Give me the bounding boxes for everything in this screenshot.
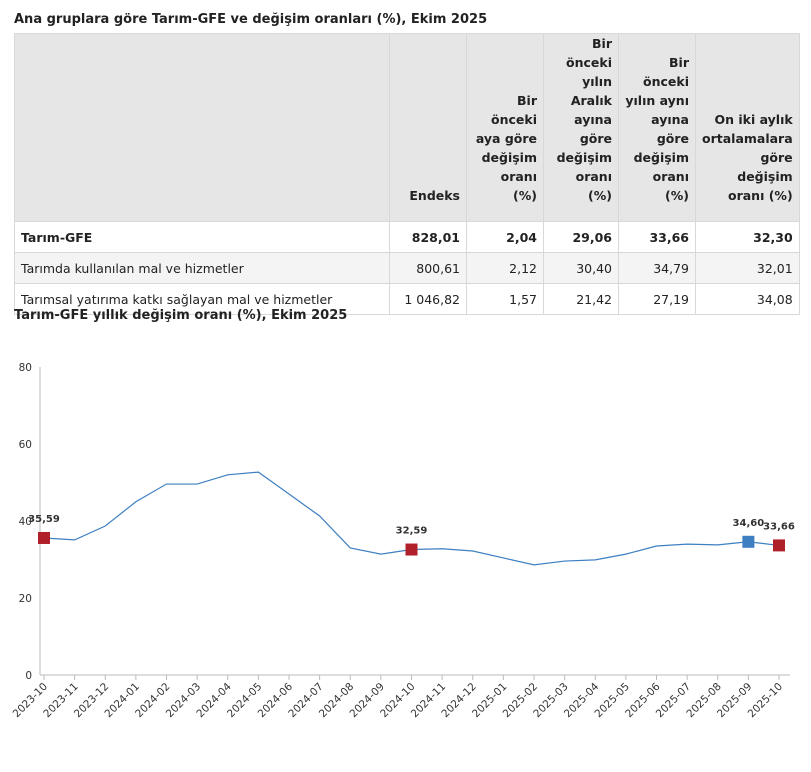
table-cell: 27,19 (618, 283, 696, 315)
table-cell: 828,01 (389, 221, 467, 253)
data-label: 33,66 (763, 521, 795, 532)
marker (405, 543, 418, 556)
header-cell: Endeks (389, 33, 467, 222)
header-cell: Bir önceki yılın Aralık ayına göre değiş… (543, 33, 619, 222)
table-cell: 32,01 (695, 252, 800, 284)
table-cell: 32,30 (695, 221, 800, 253)
table-row: Tarımda kullanılan mal ve hizmetler 800,6… (14, 252, 800, 284)
y-tick-label: 0 (25, 670, 32, 682)
marker (742, 535, 755, 548)
table-cell: 34,79 (618, 252, 696, 284)
y-tick-label: 20 (19, 593, 32, 605)
chart-title: Tarım-GFE yıllık değişim oranı (%), Ekim… (14, 308, 347, 323)
data-table: Endeks Bir önceki aya göre değişim oranı… (14, 33, 800, 315)
table-cell: 34,08 (695, 283, 800, 315)
data-label: 32,59 (396, 526, 428, 537)
y-tick-label: 60 (19, 439, 32, 451)
table-cell: 30,40 (543, 252, 619, 284)
marker (38, 531, 50, 544)
data-label: 35,59 (28, 514, 60, 525)
table-cell: Tarım-GFE (14, 221, 390, 253)
table-cell: 29,06 (543, 221, 619, 253)
table-row: Tarım-GFE 828,01 2,04 29,06 33,66 32,30 (14, 221, 800, 253)
y-tick-label: 80 (19, 362, 32, 374)
table-row: Tarımsal yatırıma katkı sağlayan mal ve … (14, 283, 800, 315)
table-cell: 33,66 (618, 221, 696, 253)
chart: Tarım-GFE yıllık değişim oranı (%), Ekim… (11, 308, 795, 720)
table-cell: Tarımsal yatırıma katkı sağlayan mal ve … (14, 283, 390, 315)
table-cell: 1,57 (466, 283, 544, 315)
table-title: Ana gruplara göre Tarım-GFE ve değişim o… (14, 12, 488, 27)
table-cell: Tarımda kullanılan mal ve hizmetler (14, 252, 390, 284)
header-cell: Bir önceki aya göre değişim oranı (%) (466, 33, 544, 222)
data-label: 34,60 (733, 518, 765, 529)
table-cell: 800,61 (389, 252, 467, 284)
table-cell: 2,04 (466, 221, 544, 253)
header-cell: Bir önceki yılın aynı ayına göre değişim… (618, 33, 696, 222)
header-cell: On iki aylık ortalamalara göre değişim o… (695, 33, 800, 222)
header-cell (14, 33, 390, 222)
y-tick-label: 40 (19, 516, 32, 528)
table-cell: 2,12 (466, 252, 544, 284)
marker (773, 539, 785, 552)
